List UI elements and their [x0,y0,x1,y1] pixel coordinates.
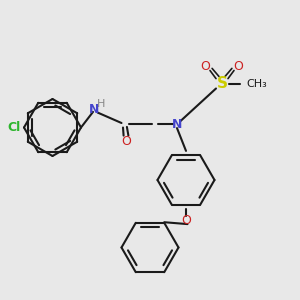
Text: O: O [181,214,191,227]
Text: H: H [97,99,105,109]
Text: O: O [121,134,131,148]
Text: N: N [89,103,100,116]
Text: N: N [172,118,182,131]
Text: S: S [217,76,227,92]
Text: O: O [201,59,210,73]
Text: CH₃: CH₃ [246,79,267,89]
Text: Cl: Cl [8,121,21,134]
Text: O: O [234,59,243,73]
